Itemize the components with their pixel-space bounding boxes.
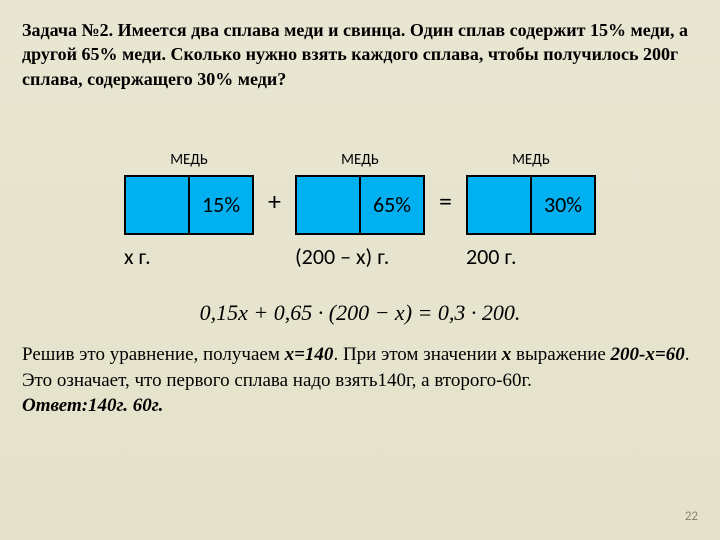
- x-var: х: [502, 344, 512, 365]
- problem-statement: Задача №2. Имеется два сплава меди и сви…: [22, 18, 698, 91]
- solution-part: Решив это уравнение, получаем: [22, 344, 285, 365]
- answer-text: Ответ:140г. 60г.: [22, 395, 163, 416]
- equation-row: 0,15x + 0,65 · (200 − x) = 0,3 · 200.: [22, 300, 698, 326]
- alloy-lead-part: [126, 177, 190, 233]
- alloy-block-2: МЕДЬ 65% (200 – x) г.: [295, 151, 425, 270]
- alloy-lead-part: [297, 177, 361, 233]
- alloy-lead-part: [468, 177, 532, 233]
- alloy-rect: 15%: [124, 175, 254, 235]
- alloy-percent: 30%: [532, 177, 594, 233]
- page-number: 22: [685, 509, 698, 524]
- weight-label: х г.: [124, 243, 151, 270]
- alloy-rect: 30%: [466, 175, 596, 235]
- expression: 200-х=60: [611, 344, 685, 365]
- copper-label: МЕДЬ: [512, 151, 550, 169]
- x-value: х=140: [285, 344, 334, 365]
- plus-operator: +: [254, 185, 295, 217]
- weight-label: 200 г.: [466, 243, 517, 270]
- equals-operator: =: [425, 185, 466, 217]
- alloy-percent: 65%: [361, 177, 423, 233]
- alloy-diagram: МЕДЬ 15% х г. + МЕДЬ 65% (200 – x) г. = …: [22, 151, 698, 270]
- alloy-rect: 65%: [295, 175, 425, 235]
- weight-label: (200 – x) г.: [295, 243, 389, 270]
- solution-text: Решив это уравнение, получаем х=140. При…: [22, 342, 698, 419]
- copper-label: МЕДЬ: [341, 151, 379, 169]
- solution-part: выражение: [511, 344, 610, 365]
- equation-text: 0,15x + 0,65 · (200 − x) = 0,3 · 200.: [200, 300, 521, 326]
- solution-part: . При этом значении: [333, 344, 501, 365]
- copper-label: МЕДЬ: [170, 151, 208, 169]
- alloy-percent: 15%: [190, 177, 252, 233]
- alloy-block-3: МЕДЬ 30% 200 г.: [466, 151, 596, 270]
- alloy-block-1: МЕДЬ 15% х г.: [124, 151, 254, 270]
